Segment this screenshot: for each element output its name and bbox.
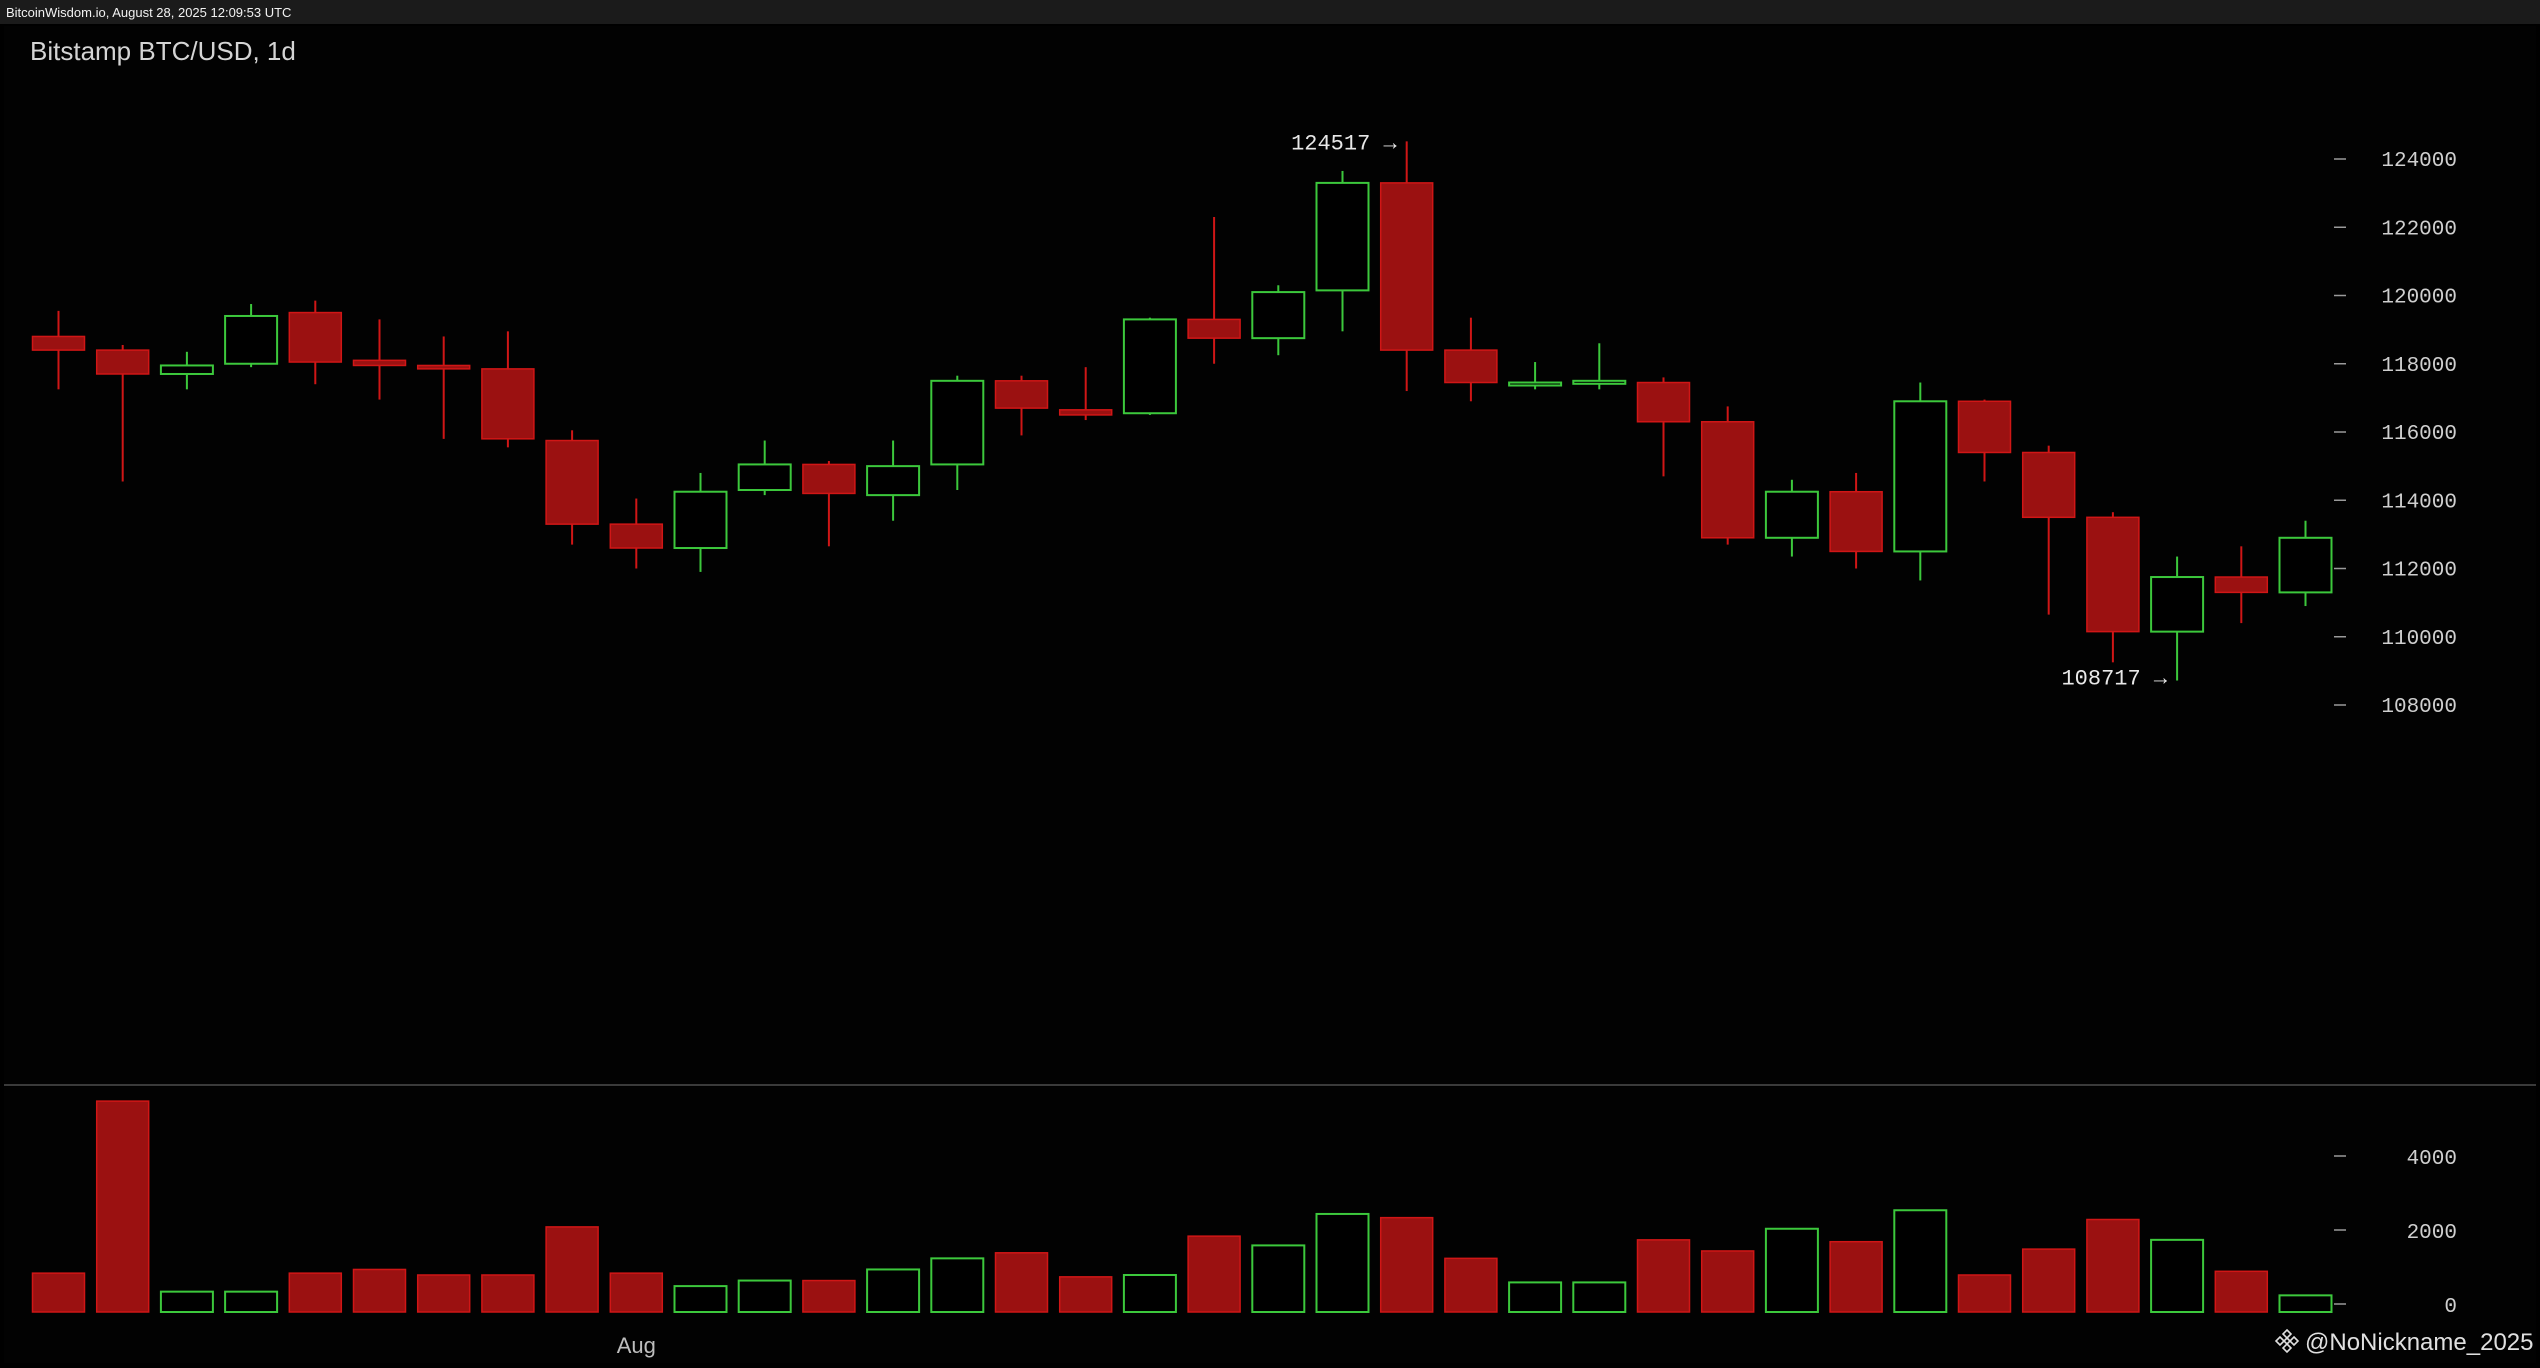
volume-bar-up[interactable] bbox=[737, 1279, 792, 1314]
volume-tick-label: 0 bbox=[2444, 1296, 2457, 1319]
volume-bar-down[interactable] bbox=[545, 1226, 599, 1313]
binance-diamond-icon bbox=[2274, 1328, 2300, 1354]
candle-body-down[interactable] bbox=[481, 368, 535, 440]
volume-bar-up[interactable] bbox=[1315, 1212, 1370, 1313]
volume-bar-up[interactable] bbox=[159, 1290, 214, 1314]
volume-bar-up[interactable] bbox=[673, 1285, 728, 1313]
price-tick-label: 114000 bbox=[2381, 491, 2457, 514]
price-tick-label: 118000 bbox=[2381, 355, 2457, 378]
volume-bar-down[interactable] bbox=[1187, 1235, 1241, 1313]
candle-body-up[interactable] bbox=[159, 364, 214, 375]
price-tick-label: 112000 bbox=[2381, 560, 2457, 583]
volume-bar-down[interactable] bbox=[416, 1274, 471, 1313]
candle-body-down[interactable] bbox=[352, 359, 407, 367]
volume-bar-down[interactable] bbox=[994, 1252, 1049, 1313]
volume-bar-down[interactable] bbox=[95, 1100, 150, 1313]
volume-bar-up[interactable] bbox=[866, 1268, 921, 1313]
candle-body-down[interactable] bbox=[1444, 349, 1498, 384]
volume-bar-down[interactable] bbox=[1058, 1276, 1113, 1313]
candle-body-up[interactable] bbox=[1315, 181, 1370, 292]
candle-body-down[interactable] bbox=[1957, 400, 2012, 454]
candle-body-up[interactable] bbox=[1764, 490, 1819, 539]
candle-body-down[interactable] bbox=[1058, 409, 1113, 416]
volume-bar-down[interactable] bbox=[2214, 1270, 2269, 1313]
candle-body-down[interactable] bbox=[2214, 576, 2269, 594]
volume-bar-down[interactable] bbox=[1444, 1257, 1498, 1313]
header-bar bbox=[0, 0, 2540, 24]
extreme-price-annotation: 124517 → bbox=[1291, 131, 1397, 156]
volume-bar-down[interactable] bbox=[1829, 1240, 1883, 1313]
candle-body-down[interactable] bbox=[1636, 381, 1691, 423]
candle-body-down[interactable] bbox=[994, 380, 1049, 409]
watermark-text: @NoNickname_2025 bbox=[2305, 1329, 2533, 1356]
candle-body-down[interactable] bbox=[802, 463, 856, 495]
volume-bar-down[interactable] bbox=[31, 1272, 86, 1313]
volume-bar-up[interactable] bbox=[1508, 1281, 1563, 1314]
source-line: BitcoinWisdom.io, August 28, 2025 12:09:… bbox=[6, 5, 291, 20]
volume-panel bbox=[4, 1087, 2536, 1363]
volume-bar-down[interactable] bbox=[481, 1274, 535, 1313]
watermark: @NoNickname_2025 bbox=[2274, 1328, 2533, 1356]
candle-body-down[interactable] bbox=[609, 523, 664, 549]
candle-body-down[interactable] bbox=[1187, 318, 1241, 339]
candle-body-down[interactable] bbox=[1379, 182, 1434, 351]
candle-body-down[interactable] bbox=[2086, 516, 2140, 633]
volume-bar-up[interactable] bbox=[1122, 1274, 1177, 1313]
volume-bar-up[interactable] bbox=[1893, 1209, 1948, 1313]
volume-bar-down[interactable] bbox=[1379, 1216, 1434, 1313]
candle-body-up[interactable] bbox=[1251, 291, 1306, 340]
candle-body-up[interactable] bbox=[1508, 381, 1563, 387]
candle-body-down[interactable] bbox=[2021, 451, 2076, 519]
candle-body-down[interactable] bbox=[1829, 490, 1883, 553]
candle-body-up[interactable] bbox=[930, 379, 985, 466]
candle-body-up[interactable] bbox=[2150, 576, 2205, 633]
price-tick-label: 124000 bbox=[2381, 150, 2457, 173]
volume-bar-down[interactable] bbox=[1700, 1250, 1755, 1313]
volume-bar-down[interactable] bbox=[1636, 1239, 1691, 1313]
candle-body-up[interactable] bbox=[224, 314, 279, 365]
price-tick-label: 116000 bbox=[2381, 423, 2457, 446]
volume-bar-up[interactable] bbox=[1572, 1281, 1627, 1314]
volume-bar-down[interactable] bbox=[352, 1268, 407, 1313]
volume-bar-up[interactable] bbox=[224, 1290, 279, 1314]
volume-bar-up[interactable] bbox=[930, 1257, 985, 1313]
volume-bar-down[interactable] bbox=[2021, 1248, 2076, 1313]
x-axis-label: Aug bbox=[617, 1333, 656, 1358]
candle-body-down[interactable] bbox=[416, 364, 471, 370]
candle-body-up[interactable] bbox=[737, 463, 792, 492]
candle-body-up[interactable] bbox=[1122, 318, 1177, 415]
candle-body-up[interactable] bbox=[2278, 536, 2333, 594]
candle-body-down[interactable] bbox=[95, 349, 150, 375]
candle-body-down[interactable] bbox=[288, 311, 343, 363]
price-tick-label: 120000 bbox=[2381, 287, 2457, 310]
candle-body-up[interactable] bbox=[673, 490, 728, 550]
extreme-price-annotation: 108717 → bbox=[2061, 667, 2167, 692]
volume-bar-down[interactable] bbox=[802, 1279, 856, 1313]
price-tick-label: 108000 bbox=[2381, 696, 2457, 719]
price-tick-label: 122000 bbox=[2381, 218, 2457, 241]
volume-bar-up[interactable] bbox=[1764, 1227, 1819, 1313]
candle-body-down[interactable] bbox=[31, 335, 86, 351]
price-panel bbox=[4, 26, 2536, 1084]
chart-title: Bitstamp BTC/USD, 1d bbox=[30, 36, 296, 66]
volume-bar-down[interactable] bbox=[288, 1272, 343, 1313]
candle-body-up[interactable] bbox=[866, 465, 921, 497]
volume-bar-up[interactable] bbox=[2278, 1294, 2333, 1313]
volume-tick-label: 4000 bbox=[2407, 1148, 2457, 1171]
volume-bar-down[interactable] bbox=[609, 1272, 664, 1313]
candle-body-down[interactable] bbox=[545, 439, 599, 525]
volume-bar-up[interactable] bbox=[1251, 1244, 1306, 1314]
candle-body-down[interactable] bbox=[1700, 421, 1755, 539]
volume-bar-down[interactable] bbox=[2086, 1218, 2140, 1313]
volume-bar-up[interactable] bbox=[2150, 1238, 2205, 1313]
price-tick-label: 110000 bbox=[2381, 628, 2457, 651]
candle-body-up[interactable] bbox=[1893, 400, 1948, 553]
candle-body-up[interactable] bbox=[1572, 379, 1627, 385]
volume-tick-label: 2000 bbox=[2407, 1222, 2457, 1245]
volume-bar-down[interactable] bbox=[1957, 1274, 2012, 1313]
